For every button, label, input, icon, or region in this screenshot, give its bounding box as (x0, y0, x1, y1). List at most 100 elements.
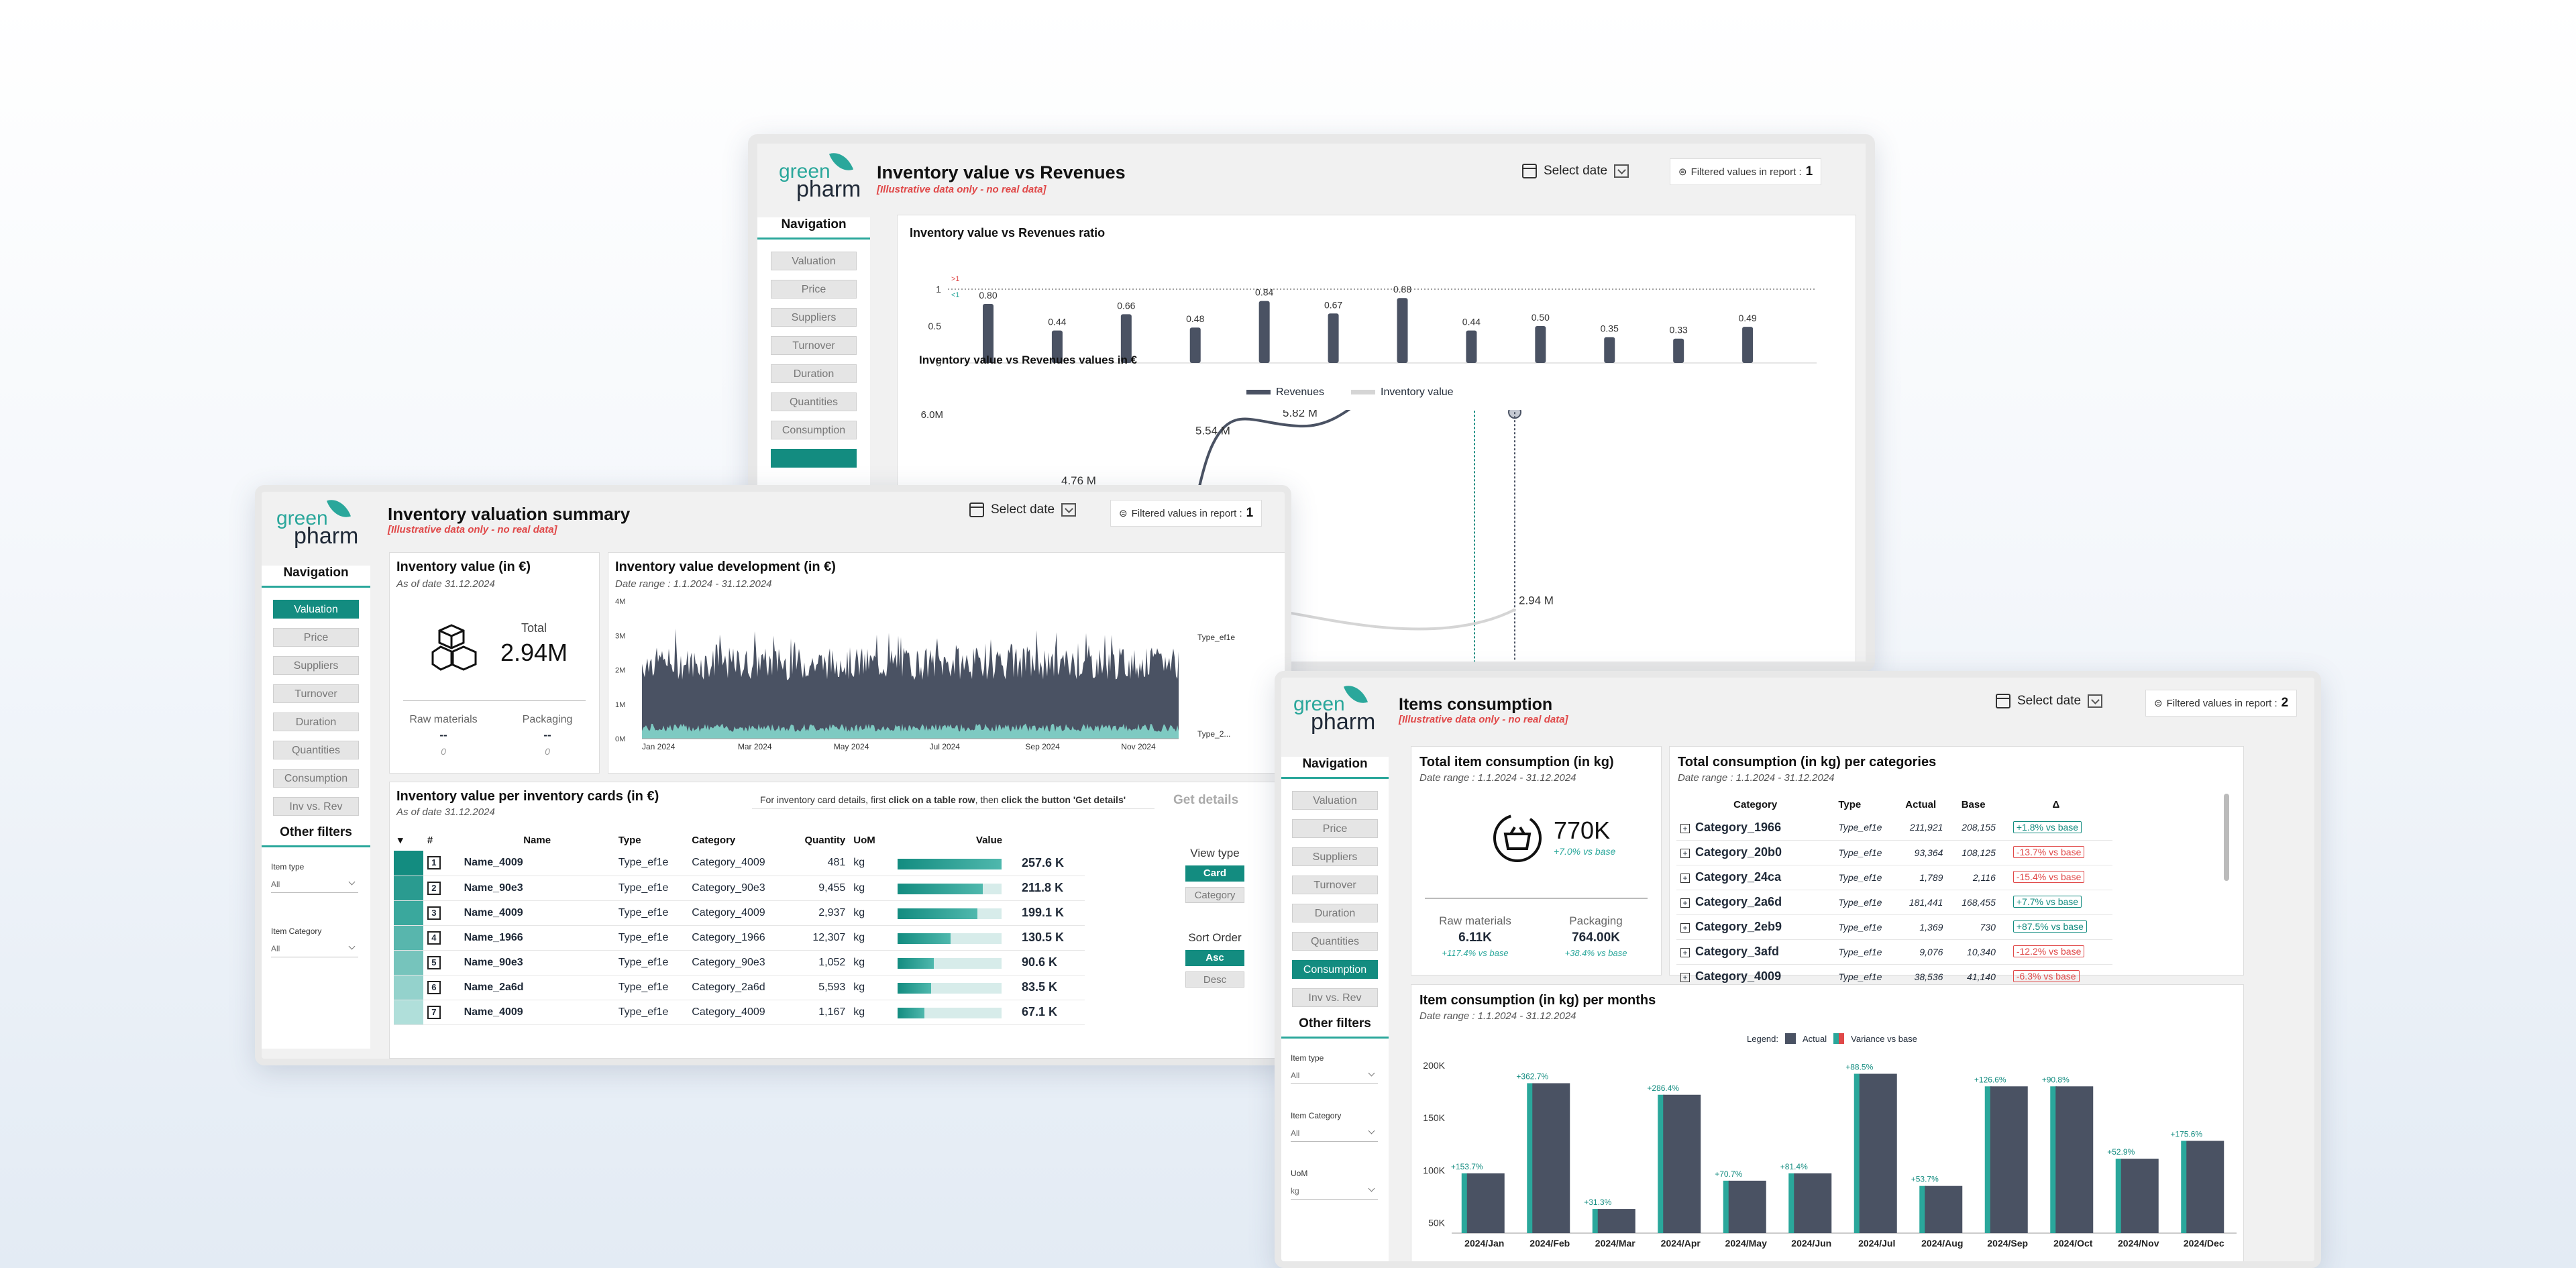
table-row[interactable]: + Category_3afd Type_ef1e 9,076 10,340 -1… (1676, 939, 2112, 965)
header-name[interactable]: Name (523, 834, 551, 846)
month-actual-bar (1990, 1086, 2028, 1233)
nav-consumption[interactable]: Consumption (1292, 960, 1378, 979)
table-row[interactable]: + Category_2eb9 Type_ef1e 1,369 730 +87.5… (1676, 914, 2112, 940)
nav-inv-vs-rev[interactable]: Inv vs. Rev (273, 797, 359, 816)
nav-inv-vs-rev[interactable] (771, 449, 857, 468)
row-actual: 211,921 (1894, 815, 1947, 841)
item-category-select[interactable]: All (271, 940, 358, 957)
row-type: Type_ef1e (1834, 914, 1894, 940)
view-category-toggle[interactable]: Category (1185, 887, 1244, 903)
nav-price[interactable]: Price (1292, 819, 1378, 838)
nav-consumption[interactable]: Consumption (771, 421, 857, 439)
select-date-control[interactable]: Select date (969, 503, 1077, 517)
filtered-values-badge[interactable]: ⊜ Filtered values in report : 1 (1110, 500, 1263, 527)
nav-quantities[interactable]: Quantities (1292, 932, 1378, 951)
area-series-label: Type_2... (1197, 729, 1230, 739)
table-row[interactable]: + Category_20b0 Type_ef1e 93,364 108,125 … (1676, 840, 2112, 865)
item-category-select[interactable]: All (1291, 1124, 1378, 1142)
nav-turnover[interactable]: Turnover (771, 336, 857, 355)
table-row[interactable]: 5 Name_90e3 Type_ef1e Category_90e3 1,05… (394, 950, 1085, 975)
month-actual-bar (1466, 1173, 1505, 1233)
header-category[interactable]: Category (692, 834, 736, 846)
month-variance-bar (1527, 1083, 1534, 1233)
nav-suppliers[interactable]: Suppliers (1292, 847, 1378, 866)
row-base: 168,455 (1947, 890, 2000, 915)
greenpharm-logo: green pharm (779, 148, 861, 201)
page-subtitle: [Illustrative data only - no real data] (388, 524, 557, 535)
expand-icon[interactable]: + (1680, 898, 1690, 908)
table-row[interactable]: 6 Name_2a6d Type_ef1e Category_2a6d 5,59… (394, 975, 1085, 1000)
table-row[interactable]: 3 Name_4009 Type_ef1e Category_4009 2,93… (394, 900, 1085, 926)
row-value: 199.1 K (894, 900, 1085, 926)
expand-icon[interactable]: + (1680, 923, 1690, 933)
table-scrollbar[interactable] (2224, 794, 2229, 881)
nav-inv-vs-rev[interactable]: Inv vs. Rev (1292, 988, 1378, 1007)
nav-turnover[interactable]: Turnover (273, 684, 359, 703)
nav-turnover[interactable]: Turnover (1292, 876, 1378, 894)
header-uom[interactable]: UoM (853, 834, 875, 846)
table-row[interactable]: 1 Name_4009 Type_ef1e Category_4009 481 … (394, 851, 1085, 876)
sort-asc-toggle[interactable]: Asc (1185, 950, 1244, 966)
nav-duration[interactable]: Duration (771, 364, 857, 383)
header-type[interactable]: Type (618, 834, 641, 846)
nav-suppliers[interactable]: Suppliers (771, 308, 857, 327)
sort-desc-toggle[interactable]: Desc (1185, 971, 1244, 988)
table-row[interactable]: + Category_2a6d Type_ef1e 181,441 168,455… (1676, 890, 2112, 915)
values-chart-title: Inventory value vs Revenues values in € (919, 354, 1138, 366)
view-card-toggle[interactable]: Card (1185, 865, 1244, 882)
row-color-marker (394, 876, 423, 901)
item-type-select[interactable]: All (1291, 1067, 1378, 1084)
nav-valuation[interactable]: Valuation (273, 600, 359, 619)
expand-icon[interactable]: + (1680, 823, 1690, 833)
expand-icon[interactable]: + (1680, 849, 1690, 858)
filtered-values-badge[interactable]: ⊜ Filtered values in report : 1 (1670, 158, 1822, 185)
chevron-down-icon[interactable] (1061, 503, 1077, 517)
expand-icon[interactable]: + (1680, 874, 1690, 883)
nav-price[interactable]: Price (771, 280, 857, 299)
nav-duration[interactable]: Duration (1292, 904, 1378, 922)
nav-suppliers[interactable]: Suppliers (273, 656, 359, 675)
navigation-title: Navigation (757, 217, 870, 240)
nav-consumption[interactable]: Consumption (273, 769, 359, 788)
header-quantity[interactable]: Quantity (804, 834, 846, 846)
row-type: Type_ef1e (614, 950, 688, 975)
expand-icon[interactable]: + (1680, 973, 1690, 982)
select-date-control[interactable]: Select date (1522, 164, 1629, 178)
month-x-tick: 2024/Jan (1464, 1238, 1504, 1249)
header-actual[interactable]: Actual (1905, 798, 1937, 810)
value-bar-fill (898, 933, 951, 944)
header-value[interactable]: Value (975, 834, 1003, 846)
nav-quantities[interactable]: Quantities (273, 741, 359, 759)
get-details-button[interactable]: Get details (1173, 793, 1239, 807)
chevron-down-icon[interactable] (1614, 164, 1629, 178)
header-index[interactable]: # (427, 834, 433, 846)
row-quantity: 12,307 (790, 925, 850, 951)
select-date-control[interactable]: Select date (1996, 694, 2103, 708)
table-row[interactable]: + Category_1966 Type_ef1e 211,921 208,155… (1676, 815, 2112, 841)
nav-quantities[interactable]: Quantities (771, 392, 857, 411)
table-row[interactable]: 4 Name_1966 Type_ef1e Category_1966 12,3… (394, 925, 1085, 951)
table-row[interactable]: 7 Name_4009 Type_ef1e Category_4009 1,16… (394, 1000, 1085, 1025)
filtered-values-badge[interactable]: ⊜ Filtered values in report : 2 (2145, 690, 2298, 717)
expand-icon[interactable]: + (1680, 948, 1690, 957)
header-type[interactable]: Type (1838, 798, 1862, 810)
total-consumption-card: Total item consumption (in kg) Date rang… (1411, 746, 1662, 975)
area-x-tick: May 2024 (834, 742, 869, 751)
header-base[interactable]: Base (1961, 798, 1986, 810)
nav-valuation[interactable]: Valuation (1292, 791, 1378, 810)
chevron-down-icon[interactable] (2088, 694, 2103, 708)
nav-duration[interactable]: Duration (273, 712, 359, 731)
header-delta[interactable]: Δ (2052, 798, 2060, 810)
nav-valuation[interactable]: Valuation (771, 252, 857, 270)
sort-indicator-icon[interactable]: ▾ (398, 835, 403, 846)
table-row[interactable]: 2 Name_90e3 Type_ef1e Category_90e3 9,45… (394, 876, 1085, 901)
header-category[interactable]: Category (1733, 798, 1778, 810)
ratio-data-label: 0.44 (1462, 317, 1481, 327)
item-type-select[interactable]: All (271, 876, 358, 893)
month-variance-bar (1658, 1094, 1665, 1233)
table-row[interactable]: + Category_24ca Type_ef1e 1,789 2,116 -15… (1676, 865, 2112, 890)
month-x-tick: 2024/Mar (1595, 1238, 1635, 1249)
nav-price[interactable]: Price (273, 628, 359, 647)
uom-select[interactable]: kg (1291, 1182, 1378, 1200)
row-color-marker (394, 975, 423, 1000)
